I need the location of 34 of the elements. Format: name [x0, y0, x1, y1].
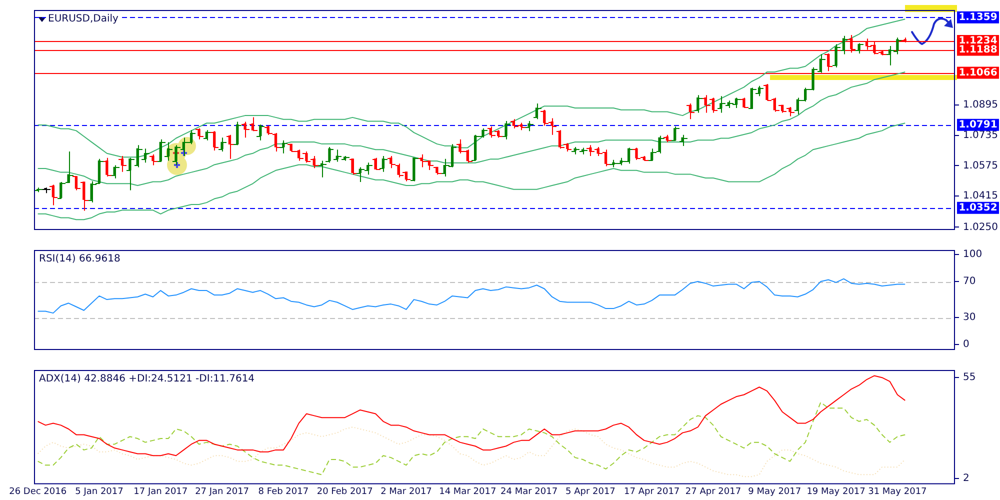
y-tick-label: 1.0735	[963, 130, 998, 142]
x-tick-label: 5 Apr 2017	[565, 486, 616, 497]
y-tick-label: 0	[963, 339, 970, 350]
y-tick-label: 1.0250	[963, 222, 998, 233]
x-tick-label: 5 Jan 2017	[75, 486, 124, 497]
ref-line-label: 1.0352	[958, 202, 998, 214]
x-tick-label: 14 Mar 2017	[439, 486, 496, 497]
y-tick-label: 70	[963, 276, 976, 288]
x-tick-label: 24 Mar 2017	[500, 486, 558, 497]
x-tick-label: 31 May 2017	[868, 486, 927, 497]
y-tick-label: 55	[963, 372, 976, 384]
x-tick-label: 27 Apr 2017	[685, 486, 742, 497]
y-tick-label: 2	[963, 473, 970, 484]
x-tick-label: 26 Dec 2016	[9, 486, 67, 497]
chart-title: ADX(14) 42.8846 +DI:24.5121 -DI:11.7614	[39, 374, 255, 385]
chart-title: EURUSD,Daily	[48, 14, 119, 25]
chart-title: RSI(14) 66.9618	[39, 254, 120, 265]
y-tick-label: 1.0575	[963, 160, 998, 172]
y-tick-label: 100	[963, 249, 982, 260]
ref-line-label: 1.1359	[958, 12, 998, 23]
x-tick-label: 20 Feb 2017	[316, 486, 373, 497]
x-tick-label: 2 Mar 2017	[380, 486, 432, 497]
x-tick-label: 27 Jan 2017	[195, 486, 250, 497]
y-tick-label: 1.0895	[963, 100, 998, 111]
x-tick-label: 19 May 2017	[806, 486, 866, 497]
ref-line-label: 1.1188	[958, 44, 998, 56]
x-tick-label: 17 Jan 2017	[134, 486, 188, 497]
ref-line-label: 1.1066	[958, 67, 998, 78]
y-tick-label: 30	[963, 312, 976, 324]
y-tick-label: 1.0415	[963, 190, 998, 202]
ref-line-label: 1.0791	[958, 119, 998, 130]
x-tick-label: 17 Apr 2017	[624, 486, 680, 497]
x-tick-label: 8 Feb 2017	[258, 486, 309, 497]
x-tick-label: 9 May 2017	[748, 486, 802, 497]
